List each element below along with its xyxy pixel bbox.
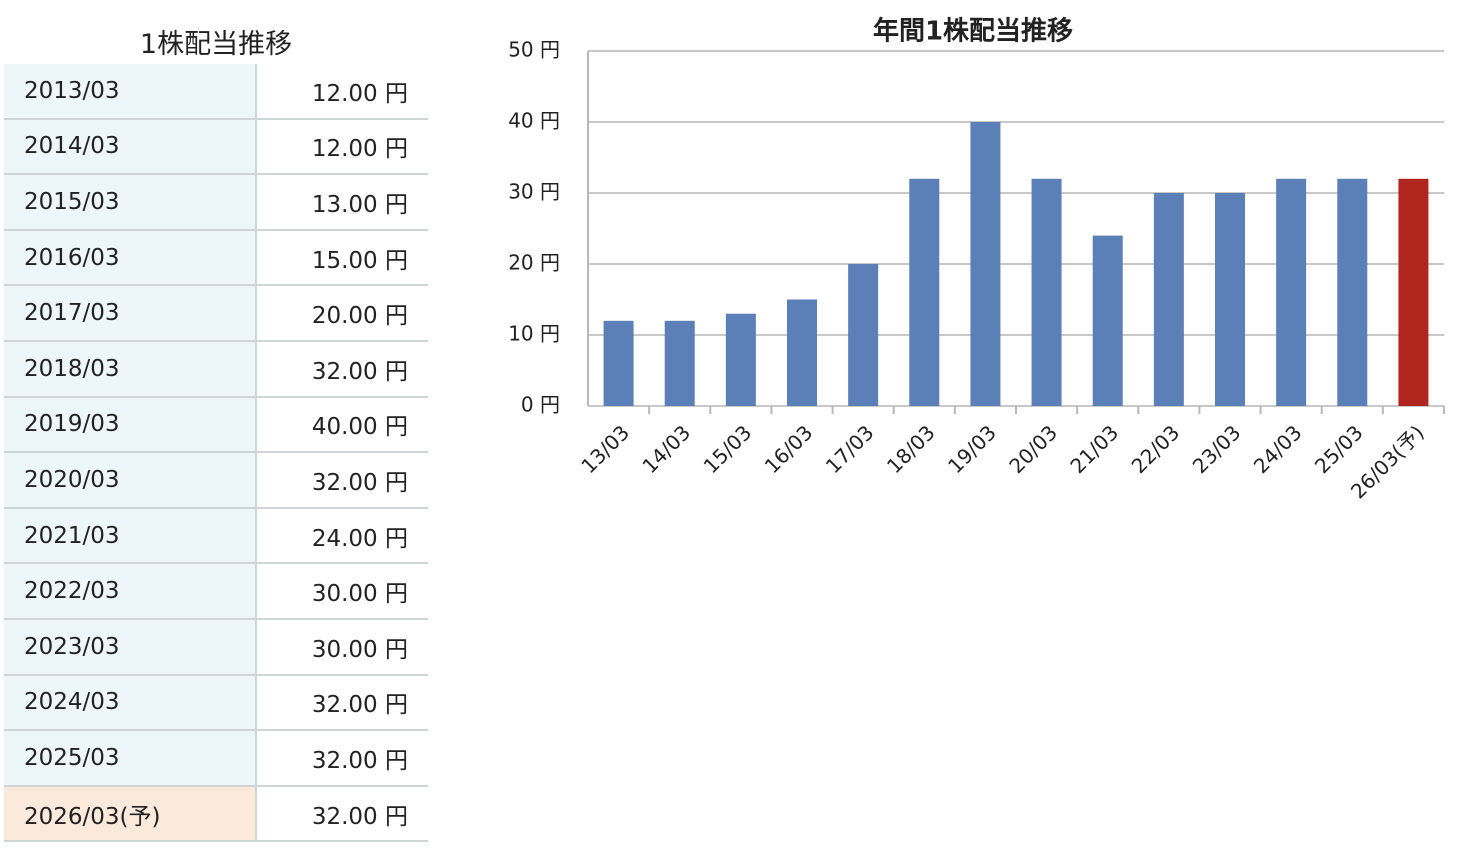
- table-row: 2025/03 32.00 円: [4, 730, 428, 787]
- x-tick-label: 23/03: [1188, 420, 1246, 478]
- table-row: 2024/03 32.00 円: [4, 674, 428, 732]
- period-cell: 2025/03: [4, 730, 257, 787]
- chart: 年間1株配当推移 0 円 10 円 20 円 30 円 40 円 50 円 13/03 14/…: [508, 16, 1445, 503]
- bar: [1215, 193, 1245, 406]
- bar: [848, 264, 879, 406]
- period-cell: 2026/03(予): [4, 785, 257, 843]
- bar: [1031, 178, 1062, 406]
- table-row: 2018/03 32.00 円: [4, 340, 428, 398]
- dividend-cell: 30.00 円: [256, 618, 428, 676]
- chart-title: 年間1株配当推移: [873, 16, 1073, 47]
- bar: [603, 320, 634, 406]
- bar: [787, 299, 817, 406]
- table-row: 2015/03 13.00 円: [4, 174, 428, 231]
- x-tick-label: 16/03: [760, 420, 818, 478]
- table-row: 2016/03 15.00 円: [4, 229, 428, 287]
- dividend-cell: 20.00 円: [256, 285, 428, 342]
- y-tick-label: 20 円: [508, 251, 560, 275]
- y-tick-label: 10 円: [508, 322, 560, 346]
- table-row: 2017/03 20.00 円: [4, 285, 428, 342]
- table-row: 2021/03 24.00 円: [4, 507, 428, 565]
- x-tick-label: 20/03: [1004, 420, 1062, 478]
- x-tick-label: 25/03: [1310, 420, 1368, 478]
- period-cell: 2022/03: [4, 563, 257, 620]
- dividend-cell: 32.00 円: [256, 674, 428, 732]
- bar: [970, 122, 1001, 406]
- period-cell: 2020/03: [4, 452, 257, 509]
- bar: [1153, 193, 1184, 406]
- table-title: 1株配当推移: [139, 29, 293, 60]
- period-cell: 2016/03: [4, 229, 257, 287]
- dividend-cell: 32.00 円: [256, 730, 428, 787]
- table-row: 2013/03 12.00 円: [4, 64, 428, 120]
- table-row: 2022/03 30.00 円: [4, 563, 428, 620]
- dividend-cell: 12.00 円: [256, 64, 428, 120]
- bar: [1398, 178, 1429, 406]
- table-row: 2020/03 32.00 円: [4, 452, 428, 509]
- table-row: 2026/03(予) 32.00 円: [4, 785, 428, 843]
- bar: [664, 320, 695, 406]
- x-tick-label: 21/03: [1065, 420, 1123, 478]
- dividend-cell: 30.00 円: [256, 563, 428, 620]
- period-cell: 2013/03: [4, 64, 257, 120]
- period-cell: 2017/03: [4, 285, 257, 342]
- bar: [1337, 178, 1368, 406]
- y-tick-label: 0 円: [521, 393, 560, 417]
- dividend-cell: 32.00 円: [256, 785, 428, 843]
- bar: [909, 178, 940, 406]
- y-tick-label: 30 円: [508, 180, 560, 204]
- period-cell: 2021/03: [4, 507, 257, 565]
- period-cell: 2023/03: [4, 618, 257, 676]
- x-tick-label: 15/03: [699, 420, 757, 478]
- x-tick-label: 24/03: [1249, 420, 1307, 478]
- x-tick-label: 22/03: [1127, 420, 1185, 478]
- dividend-table: 2013/03 12.00 円 2014/03 12.00 円 2015/03 13.00…: [4, 64, 428, 843]
- y-tick-label: 50 円: [508, 38, 560, 62]
- period-cell: 2014/03: [4, 118, 257, 176]
- x-tick-label: 19/03: [943, 420, 1001, 478]
- y-tick-label: 40 円: [508, 109, 560, 133]
- dividend-cell: 24.00 円: [256, 507, 428, 565]
- dividend-cell: 13.00 円: [256, 174, 428, 231]
- dividend-cell: 15.00 円: [256, 229, 428, 287]
- period-cell: 2024/03: [4, 674, 257, 732]
- table-row: 2019/03 40.00 円: [4, 396, 428, 454]
- x-tick-label: 14/03: [637, 420, 695, 478]
- table-row: 2014/03 12.00 円: [4, 118, 428, 176]
- period-cell: 2015/03: [4, 174, 257, 231]
- dividend-cell: 40.00 円: [256, 396, 428, 454]
- dividend-cell: 32.00 円: [256, 452, 428, 509]
- bar: [1092, 235, 1123, 406]
- bar: [1276, 178, 1307, 406]
- x-tick-label: 18/03: [882, 420, 940, 478]
- x-tick-label: 13/03: [576, 420, 634, 478]
- dividend-cell: 12.00 円: [256, 118, 428, 176]
- period-cell: 2019/03: [4, 396, 257, 454]
- table-row: 2023/03 30.00 円: [4, 618, 428, 676]
- bar: [725, 313, 756, 406]
- x-tick-label: 17/03: [821, 420, 879, 478]
- period-cell: 2018/03: [4, 340, 257, 398]
- dividend-cell: 32.00 円: [256, 340, 428, 398]
